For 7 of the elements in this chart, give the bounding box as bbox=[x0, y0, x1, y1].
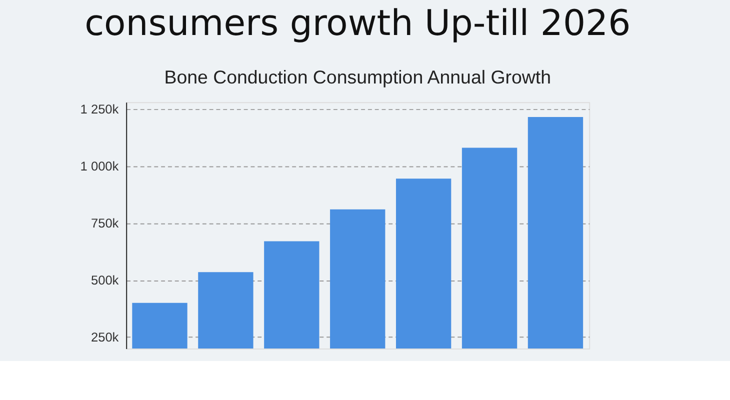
y-tick-label: 500k bbox=[90, 272, 120, 288]
y-tick-label: 250k bbox=[90, 330, 120, 344]
y-tick-label: 1 250k bbox=[80, 101, 120, 116]
chart-subtitle: Bone Conduction Consumption Annual Growth bbox=[164, 66, 551, 88]
chart-title: consumers growth Up-till 2026 bbox=[84, 3, 631, 44]
y-tick-label: 1 000k bbox=[80, 158, 120, 174]
y-tick-label: 750k bbox=[90, 215, 120, 230]
